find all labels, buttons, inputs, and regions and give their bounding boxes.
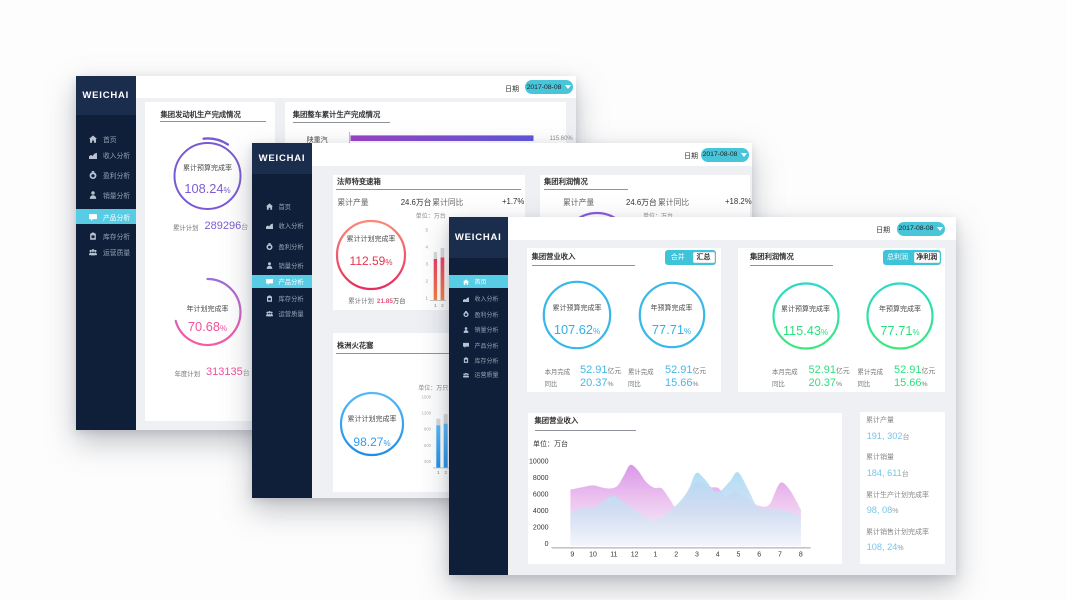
svg-text:12: 12	[631, 552, 639, 559]
svg-text:3: 3	[695, 552, 699, 559]
svg-text:8000: 8000	[533, 475, 549, 482]
svg-text:4: 4	[425, 244, 428, 249]
svg-text:1: 1	[425, 295, 428, 300]
svg-text:10000: 10000	[529, 459, 549, 466]
svg-text:11: 11	[610, 552, 617, 559]
svg-text:0: 0	[545, 541, 549, 548]
svg-text:600: 600	[424, 443, 432, 448]
svg-text:4: 4	[716, 552, 720, 559]
svg-text:5: 5	[737, 552, 741, 559]
svg-text:900: 900	[424, 427, 432, 432]
svg-text:2: 2	[441, 303, 444, 308]
svg-text:1200: 1200	[422, 411, 432, 416]
svg-text:2000: 2000	[533, 525, 549, 532]
svg-text:9: 9	[570, 552, 574, 559]
svg-text:6: 6	[757, 552, 761, 559]
svg-text:300: 300	[424, 459, 432, 464]
svg-text:5: 5	[425, 227, 428, 232]
svg-text:7: 7	[778, 552, 782, 559]
svg-text:8: 8	[799, 552, 803, 559]
svg-text:1: 1	[437, 470, 440, 475]
svg-text:2: 2	[674, 552, 678, 559]
svg-text:2: 2	[425, 278, 428, 283]
svg-text:6000: 6000	[533, 492, 549, 499]
svg-text:4000: 4000	[533, 508, 549, 515]
svg-text:1500: 1500	[422, 394, 432, 399]
svg-text:2: 2	[444, 470, 447, 475]
svg-text:3: 3	[425, 261, 428, 266]
svg-text:1: 1	[653, 552, 657, 559]
svg-text:1: 1	[434, 303, 437, 308]
svg-text:10: 10	[589, 552, 597, 559]
